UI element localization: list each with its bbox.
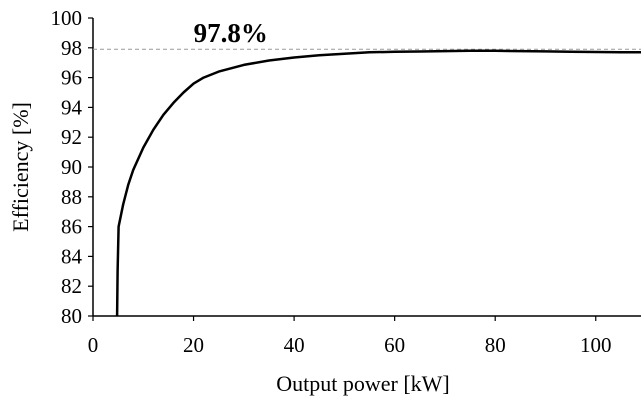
y-axis-ticks: 80 82 84 86 88 90 92 94 96 98 100 xyxy=(51,6,93,328)
x-tick-label: 0 xyxy=(88,333,99,357)
y-tick-label: 100 xyxy=(51,6,83,30)
peak-efficiency-annotation: 97.8% xyxy=(194,18,268,48)
y-tick-label: 80 xyxy=(61,304,82,328)
x-tick-label: 80 xyxy=(485,333,506,357)
y-tick-label: 90 xyxy=(61,155,82,179)
x-tick-label: 40 xyxy=(284,333,305,357)
x-tick-label: 100 xyxy=(580,333,612,357)
x-tick-label: 60 xyxy=(384,333,405,357)
y-tick-label: 86 xyxy=(61,215,82,239)
efficiency-curve xyxy=(115,49,641,317)
y-tick-label: 82 xyxy=(61,274,82,298)
y-tick-label: 98 xyxy=(61,36,82,60)
x-axis-ticks: 0 20 40 60 80 100 xyxy=(88,316,612,357)
y-axis-label: Efficiency [%] xyxy=(8,102,33,232)
y-tick-label: 92 xyxy=(61,125,82,149)
y-tick-label: 88 xyxy=(61,185,82,209)
x-axis-label: Output power [kW] xyxy=(276,371,450,396)
y-tick-label: 96 xyxy=(61,66,82,90)
y-tick-label: 84 xyxy=(61,244,83,268)
x-tick-label: 20 xyxy=(183,333,204,357)
y-tick-label: 94 xyxy=(61,95,83,119)
